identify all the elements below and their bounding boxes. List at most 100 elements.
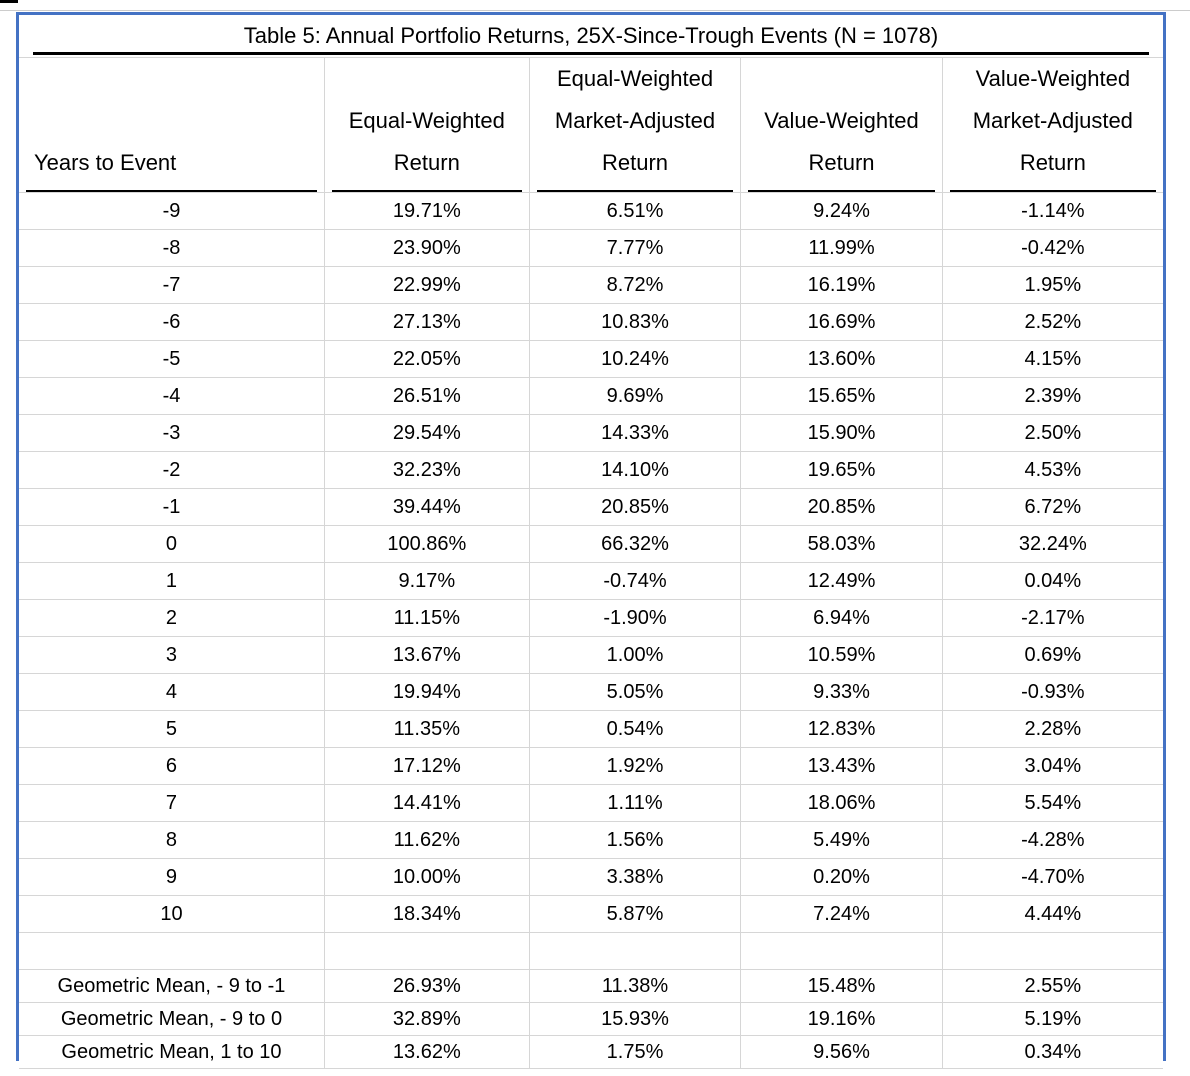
value-cell: 22.05%	[323, 340, 530, 378]
value-cell: 19.65%	[740, 451, 943, 489]
row-label-cell: -3	[19, 414, 325, 452]
table-row: -6 27.13% 10.83% 16.69% 2.52%	[19, 303, 1163, 341]
value-cell: 10.59%	[740, 636, 943, 674]
row-label-cell: -2	[19, 451, 325, 489]
row-label-cell: -1	[19, 488, 325, 526]
value-cell: 39.44%	[323, 488, 530, 526]
value-cell: -0.42%	[941, 229, 1163, 267]
row-label-cell: Geometric Mean, 1 to 10	[19, 1035, 325, 1069]
column-header-label: Years to Event	[26, 142, 317, 192]
value-cell: 66.32%	[528, 525, 742, 563]
value-cell: 16.69%	[740, 303, 943, 341]
column-header-equal-weighted-market-adjusted-return: Equal-Weighted Market-Adjusted Return	[528, 57, 742, 193]
value-cell: 2.50%	[941, 414, 1163, 452]
column-header-label: Value-Weighted Market-Adjusted Return	[949, 58, 1156, 192]
row-label-cell: -9	[19, 192, 325, 230]
value-cell: 13.60%	[740, 340, 943, 378]
table-row: 3 13.67% 1.00% 10.59% 0.69%	[19, 636, 1163, 674]
table-row: 2 11.15% -1.90% 6.94% -2.17%	[19, 599, 1163, 637]
value-cell: 11.38%	[528, 969, 742, 1003]
value-cell: 0.20%	[740, 858, 943, 896]
value-cell: 32.89%	[323, 1002, 530, 1036]
value-cell: 5.19%	[941, 1002, 1163, 1036]
column-header-equal-weighted-return: Equal-Weighted Return	[323, 57, 530, 193]
row-label-cell: Geometric Mean, - 9 to -1	[19, 969, 325, 1003]
value-cell: -4.28%	[941, 821, 1163, 859]
table-row: 1 9.17% -0.74% 12.49% 0.04%	[19, 562, 1163, 600]
row-label-cell: 0	[19, 525, 325, 563]
value-cell: 11.62%	[323, 821, 530, 859]
value-cell: 26.93%	[323, 969, 530, 1003]
row-label-cell: 2	[19, 599, 325, 637]
column-header-value-weighted-market-adjusted-return: Value-Weighted Market-Adjusted Return	[941, 57, 1163, 193]
value-cell: 5.05%	[528, 673, 742, 711]
value-cell: 10.24%	[528, 340, 742, 378]
row-label-cell: 7	[19, 784, 325, 822]
value-cell: 19.94%	[323, 673, 530, 711]
value-cell: 1.75%	[528, 1035, 742, 1069]
table-row: -4 26.51% 9.69% 15.65% 2.39%	[19, 377, 1163, 415]
row-label-cell: -5	[19, 340, 325, 378]
summary-row: Geometric Mean, 1 to 10 13.62% 1.75% 9.56% 0…	[19, 1035, 1163, 1069]
value-cell: 6.51%	[528, 192, 742, 230]
row-label-cell: Geometric Mean, - 9 to 0	[19, 1002, 325, 1036]
value-cell	[528, 932, 742, 970]
value-cell: 19.16%	[740, 1002, 943, 1036]
value-cell: 4.44%	[941, 895, 1163, 933]
value-cell: 5.54%	[941, 784, 1163, 822]
value-cell	[740, 932, 943, 970]
crop-edge-line	[0, 10, 1190, 11]
row-label-cell: -8	[19, 229, 325, 267]
value-cell: 3.04%	[941, 747, 1163, 785]
title-row: Table 5: Annual Portfolio Returns, 25X-S…	[19, 15, 1163, 58]
value-cell: 0.69%	[941, 636, 1163, 674]
row-label-cell: 9	[19, 858, 325, 896]
table-row: -1 39.44% 20.85% 20.85% 6.72%	[19, 488, 1163, 526]
value-cell: -0.74%	[528, 562, 742, 600]
value-cell: 58.03%	[740, 525, 943, 563]
column-header-value-weighted-return: Value-Weighted Return	[740, 57, 943, 193]
value-cell: 14.10%	[528, 451, 742, 489]
value-cell: -0.93%	[941, 673, 1163, 711]
value-cell: 15.65%	[740, 377, 943, 415]
row-label-cell: 4	[19, 673, 325, 711]
table-head: Table 5: Annual Portfolio Returns, 25X-S…	[19, 15, 1163, 193]
value-cell: 13.67%	[323, 636, 530, 674]
value-cell: -4.70%	[941, 858, 1163, 896]
table-row: 4 19.94% 5.05% 9.33% -0.93%	[19, 673, 1163, 711]
value-cell: 7.24%	[740, 895, 943, 933]
value-cell: 32.24%	[941, 525, 1163, 563]
value-cell: 9.69%	[528, 377, 742, 415]
value-cell: 9.17%	[323, 562, 530, 600]
value-cell: 7.77%	[528, 229, 742, 267]
value-cell: 1.00%	[528, 636, 742, 674]
value-cell: 27.13%	[323, 303, 530, 341]
table-row: 5 11.35% 0.54% 12.83% 2.28%	[19, 710, 1163, 748]
column-header-label: Value-Weighted Return	[748, 100, 935, 192]
value-cell: 14.41%	[323, 784, 530, 822]
value-cell: 2.55%	[941, 969, 1163, 1003]
value-cell: 14.33%	[528, 414, 742, 452]
value-cell: 0.04%	[941, 562, 1163, 600]
value-cell: 20.85%	[740, 488, 943, 526]
column-header-label: Equal-Weighted Return	[331, 100, 522, 192]
table-row: -5 22.05% 10.24% 13.60% 4.15%	[19, 340, 1163, 378]
table-row: -9 19.71% 6.51% 9.24% -1.14%	[19, 192, 1163, 230]
value-cell: 10.00%	[323, 858, 530, 896]
column-header-years-to-event: Years to Event	[19, 57, 325, 193]
row-label-cell: 10	[19, 895, 325, 933]
value-cell: 26.51%	[323, 377, 530, 415]
value-cell: 10.83%	[528, 303, 742, 341]
row-label-cell: 6	[19, 747, 325, 785]
value-cell: 15.93%	[528, 1002, 742, 1036]
value-cell: 19.71%	[323, 192, 530, 230]
row-label-cell: 1	[19, 562, 325, 600]
column-header-row: Years to Event Equal-Weighted Return Equ…	[19, 57, 1163, 193]
table-body: -9 19.71% 6.51% 9.24% -1.14% -8 23.90% 7.77% 11.…	[19, 192, 1163, 1069]
table-row: -3 29.54% 14.33% 15.90% 2.50%	[19, 414, 1163, 452]
value-cell: 100.86%	[323, 525, 530, 563]
row-label-cell: 8	[19, 821, 325, 859]
value-cell: 2.52%	[941, 303, 1163, 341]
row-label-cell	[19, 932, 325, 970]
